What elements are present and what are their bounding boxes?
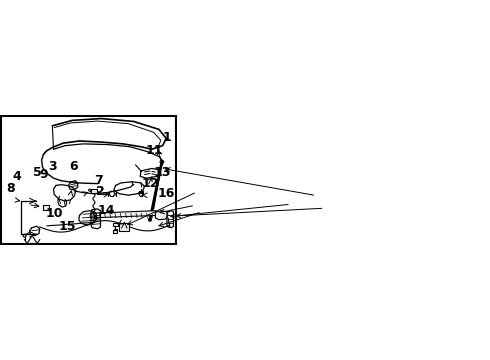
Polygon shape — [90, 211, 157, 218]
Text: 9: 9 — [39, 168, 48, 181]
Text: 11: 11 — [145, 144, 163, 157]
Text: 13: 13 — [154, 166, 172, 179]
Polygon shape — [119, 223, 129, 231]
Text: 8: 8 — [6, 182, 15, 195]
FancyBboxPatch shape — [43, 204, 49, 210]
Text: 5: 5 — [33, 166, 42, 179]
Text: 4: 4 — [12, 170, 21, 183]
Text: 14: 14 — [98, 204, 115, 217]
FancyBboxPatch shape — [91, 189, 97, 193]
Polygon shape — [155, 211, 168, 220]
Text: 2: 2 — [96, 185, 104, 198]
Text: 6: 6 — [69, 160, 78, 173]
Text: 16: 16 — [158, 186, 175, 199]
Text: 3: 3 — [48, 160, 56, 173]
Text: 1: 1 — [163, 131, 172, 144]
Text: 10: 10 — [46, 207, 64, 220]
Text: 15: 15 — [58, 220, 76, 233]
FancyBboxPatch shape — [139, 191, 143, 193]
Text: 12: 12 — [142, 177, 159, 190]
FancyBboxPatch shape — [113, 222, 118, 226]
FancyBboxPatch shape — [114, 230, 117, 233]
Text: 7: 7 — [94, 174, 102, 187]
